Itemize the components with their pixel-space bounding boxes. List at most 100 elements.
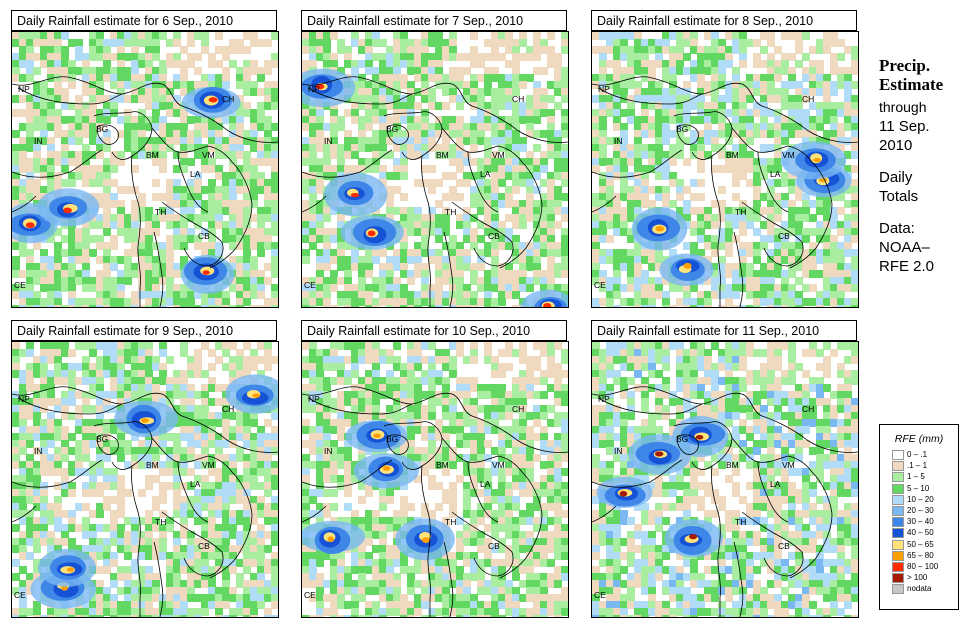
caption-date-2: 2010 [879, 137, 913, 154]
country-label-th: TH [155, 517, 166, 527]
country-borders [12, 76, 278, 307]
legend-label: 40 – 50 [907, 528, 934, 538]
country-label-th: TH [155, 207, 166, 217]
map-panel-11-sep: Daily Rainfall estimate for 11 Sep., 201… [591, 320, 859, 618]
country-label-ch: CH [222, 404, 234, 414]
legend-swatch [892, 505, 904, 516]
caption-title-2: Estimate [879, 75, 944, 94]
rainfall-map: NP CH IN BG BM VM LA TH CB CE [301, 341, 569, 618]
legend-item: 1 – 5 [880, 471, 958, 483]
heavy-rain-cores [12, 86, 241, 294]
country-label-ch: CH [512, 94, 524, 104]
country-label-th: TH [735, 207, 746, 217]
panel-title: Daily Rainfall estimate for 11 Sep., 201… [591, 320, 857, 341]
country-label-bm: BM [146, 460, 159, 470]
caption-title-1: Precip. [879, 56, 931, 75]
legend-item: 5 – 10 [880, 483, 958, 494]
country-label-ce: CE [14, 280, 26, 290]
caption-data-1: Data: [879, 220, 915, 237]
country-label-bm: BM [726, 150, 739, 160]
legend-label: 0 – .1 [907, 450, 928, 459]
legend-label: 10 – 20 [907, 494, 934, 504]
panel-title: Daily Rainfall estimate for 7 Sep., 2010 [301, 10, 567, 31]
map-panel-8-sep: Daily Rainfall estimate for 8 Sep., 2010… [591, 10, 859, 308]
legend-swatch [892, 472, 904, 483]
country-label-bm: BM [436, 460, 449, 470]
country-label-np: NP [18, 394, 30, 404]
panel-title: Daily Rainfall estimate for 6 Sep., 2010 [11, 10, 277, 31]
panel-title: Daily Rainfall estimate for 10 Sep., 201… [301, 320, 567, 341]
map-panel-7-sep: Daily Rainfall estimate for 7 Sep., 2010… [301, 10, 569, 308]
rainfall-map: NP CH IN BG BM VM LA TH CB CE [11, 341, 279, 618]
country-label-ch: CH [802, 94, 814, 104]
country-label-cb: CB [778, 231, 790, 241]
panel-title: Daily Rainfall estimate for 8 Sep., 2010 [591, 10, 857, 31]
country-label-bg: BG [386, 434, 398, 444]
country-label-bg: BG [676, 124, 688, 134]
map-panel-10-sep: Daily Rainfall estimate for 10 Sep., 201… [301, 320, 569, 618]
country-label-th: TH [445, 207, 456, 217]
heavy-rain-cores [596, 415, 729, 558]
caption-daily-2: Totals [879, 188, 919, 205]
country-label-in: IN [324, 446, 333, 456]
legend-item: 40 – 50 [880, 527, 958, 539]
country-label-th: TH [735, 517, 746, 527]
country-borders [592, 76, 858, 307]
rainfall-map: NP CH IN BG BM VM LA TH CB CE [591, 31, 859, 308]
legend-label: .1 – 1 [907, 461, 928, 471]
country-label-np: NP [308, 394, 320, 404]
rainfall-map: NP CH IN BG BM VM LA TH CB CE [301, 31, 569, 308]
caption-data-2: NOAA– [879, 239, 930, 256]
country-label-ch: CH [512, 404, 524, 414]
caption-through: through [879, 99, 927, 115]
country-borders [12, 386, 278, 617]
legend-label: 30 – 40 [907, 517, 934, 527]
legend-label: 65 – 80 [907, 550, 934, 560]
legend-item: 0 – .1 [880, 449, 958, 460]
legend-item: 50 – 65 [880, 539, 958, 550]
legend-swatch [892, 539, 904, 550]
country-label-la: LA [770, 479, 781, 489]
legend-item: 30 – 40 [880, 516, 958, 528]
country-label-bm: BM [436, 150, 449, 160]
map-panel-6-sep: Daily Rainfall estimate for 6 Sep., 2010… [11, 10, 279, 308]
country-label-bm: BM [726, 460, 739, 470]
legend-label: 20 – 30 [907, 505, 934, 515]
country-label-la: LA [480, 479, 491, 489]
caption-data-3: RFE 2.0 [879, 258, 935, 275]
country-label-np: NP [598, 84, 610, 94]
country-label-th: TH [445, 517, 456, 527]
legend-item: 65 – 80 [880, 550, 958, 561]
legend-label: 50 – 65 [907, 539, 934, 549]
country-borders [592, 386, 858, 617]
country-label-ce: CE [14, 590, 26, 600]
legend-label: 1 – 5 [907, 472, 925, 482]
country-label-vm: VM [202, 150, 215, 160]
country-label-vm: VM [202, 460, 215, 470]
caption-date-1: 11 Sep. [879, 118, 930, 135]
country-label-la: LA [190, 479, 201, 489]
country-label-ce: CE [304, 280, 316, 290]
country-label-ce: CE [594, 280, 606, 290]
rainfall-map: NP CH IN BG BM VM LA TH CB CE [591, 341, 859, 618]
legend-swatch [892, 461, 904, 472]
country-label-cb: CB [198, 541, 210, 551]
country-label-in: IN [324, 136, 333, 146]
country-label-vm: VM [492, 150, 505, 160]
legend-swatch [892, 517, 904, 528]
country-label-cb: CB [488, 231, 500, 241]
country-label-bg: BG [96, 124, 108, 134]
country-label-vm: VM [492, 460, 505, 470]
country-label-in: IN [34, 136, 43, 146]
country-label-la: LA [770, 169, 781, 179]
legend-title: RFE (mm) [894, 433, 944, 445]
legend-swatch [892, 450, 904, 460]
country-label-in: IN [614, 136, 623, 146]
country-borders [302, 386, 568, 617]
map-panel-9-sep: Daily Rainfall estimate for 9 Sep., 2010… [11, 320, 279, 618]
country-label-cb: CB [198, 231, 210, 241]
country-label-la: LA [480, 169, 491, 179]
heavy-rain-cores [30, 374, 278, 609]
